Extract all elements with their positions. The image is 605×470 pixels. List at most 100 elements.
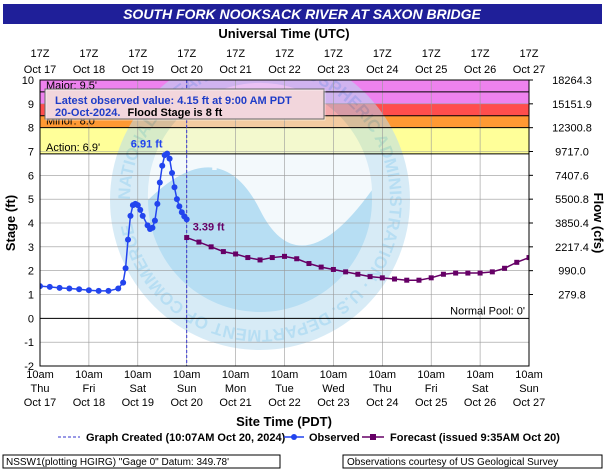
observed-point	[122, 265, 129, 272]
observed-point	[76, 286, 83, 293]
bottom-tick-date: Oct 18	[73, 397, 105, 409]
bottom-tick-date: Oct 19	[122, 397, 154, 409]
y2-tick-label: 3850.4	[555, 218, 589, 230]
forecast-point	[233, 251, 239, 257]
bottom-tick-date: Oct 21	[219, 397, 251, 409]
y2-tick-label: 279.8	[558, 290, 586, 302]
top-axis-title: Universal Time (UTC)	[218, 26, 349, 41]
title-bar	[3, 4, 602, 24]
top-tick-hour: 17Z	[373, 48, 392, 60]
forecast-point	[428, 275, 434, 281]
observed-point	[85, 287, 92, 294]
bottom-tick-time: 10am	[124, 369, 152, 381]
bottom-tick-date: Oct 25	[415, 397, 447, 409]
footer-right-box	[342, 454, 603, 469]
observed-point	[171, 184, 178, 191]
y2-tick-label: 990.0	[558, 266, 586, 278]
forecast-point	[404, 277, 410, 283]
bottom-tick-time: 10am	[222, 369, 250, 381]
forecast-point	[453, 270, 459, 276]
bottom-tick-time: 10am	[173, 369, 201, 381]
observed-point	[176, 203, 183, 210]
forecast-point	[514, 259, 520, 265]
y-tick-label: 4	[28, 218, 34, 230]
legend-forecast: Forecast (issued 9:35AM Oct 20)	[390, 432, 560, 444]
top-tick-hour: 17Z	[79, 48, 98, 60]
observed-point	[173, 196, 180, 203]
top-tick-date: Oct 22	[268, 64, 300, 76]
bottom-tick-time: 10am	[75, 369, 103, 381]
observed-point	[154, 200, 161, 207]
forecast-point	[220, 249, 226, 255]
noaa-watermark: NOAANATIONAL OCEANIC AND ATMOSPHERIC ADM…	[110, 80, 410, 350]
y-tick-label: 3	[28, 242, 34, 254]
y2-tick-label: 15151.9	[552, 99, 592, 111]
bottom-tick-time: 10am	[369, 369, 397, 381]
observed-point	[159, 162, 166, 169]
forecast-point	[196, 239, 202, 245]
observed-point	[149, 224, 156, 231]
flood-stage-text: Flood Stage is 8 ft	[128, 107, 223, 119]
bottom-tick-time: 10am	[466, 369, 494, 381]
bottom-tick-time: 10am	[271, 369, 299, 381]
observed-point	[164, 150, 171, 157]
observed-point	[137, 206, 144, 213]
observed-point	[105, 287, 112, 294]
top-tick-date: Oct 19	[122, 64, 154, 76]
top-tick-date: Oct 20	[170, 64, 202, 76]
forecast-annotation: 3.39 ft	[193, 222, 225, 234]
observed-point	[120, 279, 127, 286]
forecast-point	[343, 269, 349, 275]
latest-value-line1: Latest observed value: 4.15 ft at 9:00 A…	[55, 95, 292, 107]
observed-point	[166, 155, 173, 162]
footer-right: Observations courtesy of US Geological S…	[347, 457, 558, 468]
top-tick-date: Oct 24	[366, 64, 398, 76]
forecast-point	[355, 271, 361, 277]
forecast-point	[245, 255, 251, 261]
observed-point	[169, 169, 176, 176]
latest-value-box: Latest observed value: 4.15 ft at 9:00 A…	[44, 88, 326, 121]
top-tick-date: Oct 17	[24, 64, 56, 76]
bottom-tick-day: Fri	[425, 383, 438, 395]
y-tick-label: 8	[28, 123, 34, 135]
bottom-tick-day: Sat	[472, 383, 489, 395]
top-tick-hour: 17Z	[226, 48, 245, 60]
legend-observed: Observed	[309, 432, 360, 444]
top-tick-hour: 17Z	[471, 48, 490, 60]
top-tick-hour: 17Z	[324, 48, 343, 60]
top-tick-date: Oct 27	[513, 64, 545, 76]
forecast-point	[208, 244, 214, 250]
y-tick-label: 5	[28, 194, 34, 206]
top-tick-hour: 17Z	[275, 48, 294, 60]
forecast-point	[257, 257, 263, 263]
forecast-point	[306, 261, 312, 267]
legend-graph-created: Graph Created (10:07AM Oct 20, 2024)	[86, 432, 286, 444]
y-tick-label: 10	[22, 75, 34, 87]
observed-point	[115, 285, 122, 292]
threshold-label-3: Action: 6.9'	[46, 142, 100, 154]
normal-pool-label: Normal Pool: 0'	[450, 305, 525, 317]
forecast-point	[294, 256, 300, 262]
forecast-point	[526, 255, 529, 261]
top-tick-date: Oct 26	[464, 64, 496, 76]
forecast-point	[330, 266, 336, 272]
y2-tick-label: 9717.0	[555, 147, 589, 159]
y-tick-label: 7	[28, 147, 34, 159]
forecast-point	[416, 277, 422, 283]
forecast-point	[440, 271, 446, 277]
forecast-point	[184, 235, 190, 241]
watermark-gull	[147, 82, 372, 246]
observed-point	[66, 285, 73, 292]
bottom-tick-day: Mon	[225, 383, 246, 395]
observed-point	[151, 217, 158, 224]
bottom-tick-time: 10am	[515, 369, 543, 381]
bottom-tick-date: Oct 26	[464, 397, 496, 409]
latest-value-line2: 20-Oct-2024.	[55, 107, 120, 119]
y-tick-label: -2	[24, 361, 34, 373]
y-tick-label: 1	[28, 290, 34, 302]
bottom-tick-time: 10am	[320, 369, 348, 381]
y-tick-label: 6	[28, 170, 34, 182]
bottom-tick-date: Oct 17	[24, 397, 56, 409]
bottom-tick-date: Oct 20	[170, 397, 202, 409]
